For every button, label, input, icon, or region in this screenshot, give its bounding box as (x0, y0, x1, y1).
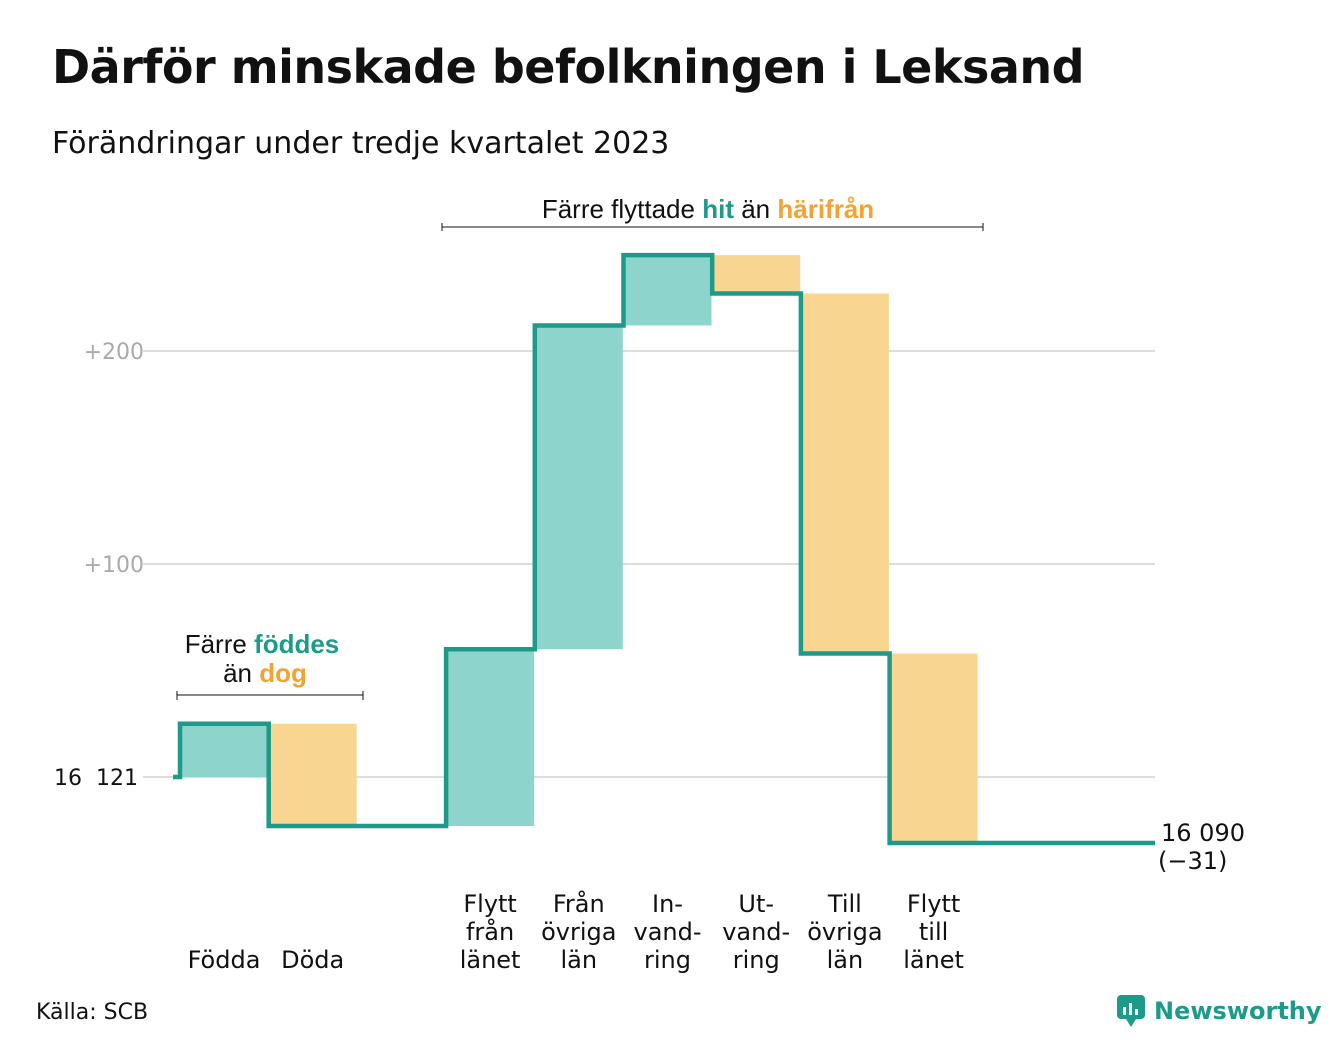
migration-annotation-highlight: härifrån (777, 194, 874, 224)
category-label: Flytt (907, 890, 961, 918)
category-label: vand- (722, 918, 790, 946)
category-label: länet (460, 946, 521, 974)
category-label: ring (644, 946, 691, 974)
category-label: länet (903, 946, 964, 974)
chart-subtitle: Förändringar under tredje kvartalet 2023 (52, 126, 670, 161)
category-label: Flytt (463, 890, 517, 918)
category-label: övriga (807, 918, 882, 946)
migration-annotation-text: än (734, 194, 777, 224)
waterfall-bar (800, 293, 889, 654)
category-label: län (561, 946, 598, 974)
category-label: Döda (281, 946, 344, 974)
births-annotation-line2: än dog (223, 658, 307, 688)
y-tick-label: +100 (84, 553, 144, 578)
migration-annotation-bracket (441, 223, 984, 231)
y-tick-label: +200 (84, 340, 144, 365)
category-label: In- (652, 890, 683, 918)
cumulative-line (173, 252, 1155, 846)
category-label: från (466, 917, 514, 946)
category-label: Födda (188, 946, 261, 974)
bar-layer (180, 255, 978, 844)
waterfall-bar (623, 255, 712, 326)
births-annotation-text: än (223, 658, 259, 688)
births-annotation-highlight: föddes (254, 629, 339, 659)
category-label: vand- (633, 918, 701, 946)
births-annotation-line1: Färre föddes (185, 629, 340, 659)
chart-title: Därför minskade befolkningen i Leksand (52, 40, 1085, 94)
grid-layer (143, 350, 1155, 778)
waterfall-bar (712, 255, 801, 294)
start-value-label: 16 121 (54, 766, 138, 791)
migration-annotation-text: Färre flyttade (542, 194, 702, 224)
waterfall-bar (180, 723, 268, 777)
source-note: Källa: SCB (36, 1000, 149, 1025)
category-label: Till (827, 890, 862, 918)
category-label: Ut- (738, 890, 774, 918)
newsworthy-logo[interactable]: Newsworthy (1116, 994, 1322, 1028)
end-value-label: 16 090 (1161, 819, 1245, 847)
waterfall-bar (446, 649, 535, 826)
waterfall-bar (889, 653, 978, 844)
end-change-label: (−31) (1158, 847, 1227, 875)
waterfall-bar (534, 325, 623, 650)
migration-annotation: Färre flyttade hit än härifrån (542, 194, 874, 224)
line-layer (173, 252, 1155, 846)
newsworthy-logo-icon (1117, 995, 1145, 1027)
births-annotation-text: Färre (185, 629, 254, 659)
category-label: ring (733, 946, 780, 974)
category-label: Från (553, 889, 605, 918)
waterfall-bar (268, 723, 357, 826)
category-label: län (827, 946, 864, 974)
births-annotation-bracket (176, 691, 364, 700)
newsworthy-logo-text: Newsworthy (1154, 997, 1322, 1025)
category-label: övriga (541, 918, 616, 946)
births-annotation-highlight: dog (259, 658, 307, 688)
migration-annotation-highlight: hit (702, 194, 734, 224)
category-label: till (919, 918, 948, 946)
